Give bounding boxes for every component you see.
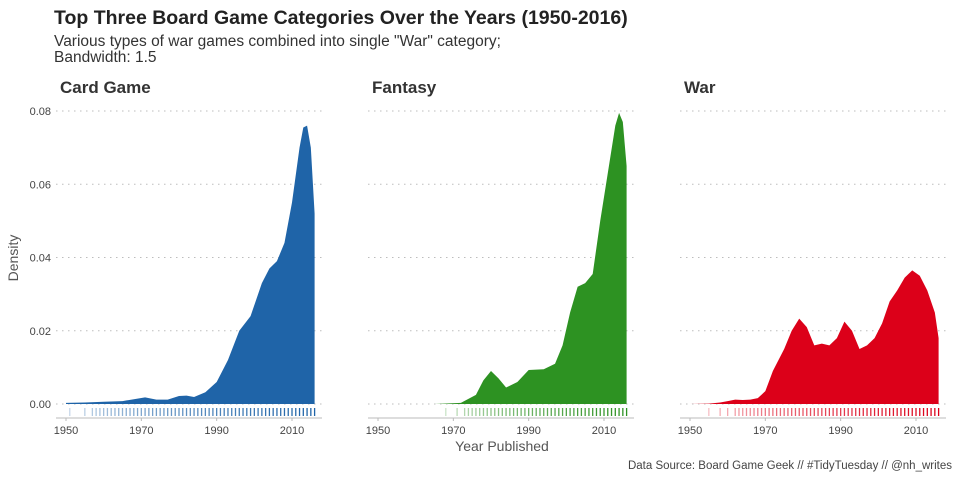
y-tick-label-0-08: 0.08 — [30, 106, 51, 118]
x-tick-label-card-game-1950: 1950 — [54, 425, 78, 437]
x-tick-label-war-1990: 1990 — [828, 425, 852, 437]
x-axis-title: Year Published — [455, 438, 549, 454]
x-tick-label-war-1950: 1950 — [678, 425, 702, 437]
facet-title-card-game: Card Game — [60, 78, 151, 97]
density-area-fantasy — [378, 112, 627, 404]
y-tick-label-0-04: 0.04 — [30, 253, 51, 265]
y-tick-label-0-02: 0.02 — [30, 326, 51, 338]
density-area-card-game — [66, 125, 315, 405]
x-tick-label-fantasy-2010: 2010 — [592, 425, 616, 437]
facet-war: War 1950 1970 1990 2010 — [678, 78, 946, 437]
x-tick-label-fantasy-1950: 1950 — [366, 425, 390, 437]
x-tick-label-card-game-1970: 1970 — [129, 425, 153, 437]
y-tick-label-0-00: 0.00 — [30, 399, 51, 411]
facet-title-war: War — [684, 78, 716, 97]
density-area-war — [690, 270, 939, 404]
x-tick-label-card-game-2010: 2010 — [280, 425, 304, 437]
facet-card-game: Card Game 1950 1970 1990 2010 0.00 0.02 0.04 0.0… — [30, 78, 322, 437]
facet-fantasy: Fantasy 1950 1970 1990 2010 — [366, 78, 634, 437]
x-tick-label-fantasy-1990: 1990 — [516, 425, 540, 437]
x-tick-label-card-game-1990: 1990 — [204, 425, 228, 437]
chart-title: Top Three Board Game Categories Over the… — [54, 7, 628, 29]
chart-subtitle-line-2: Bandwidth: 1.5 — [54, 49, 157, 66]
y-tick-label-0-06: 0.06 — [30, 179, 51, 191]
x-tick-label-fantasy-1970: 1970 — [441, 425, 465, 437]
y-axis-title: Density — [5, 235, 21, 282]
facet-panels: Card Game 1950 1970 1990 2010 0.00 0.02 0.04 0.0… — [30, 78, 946, 437]
x-tick-label-war-2010: 2010 — [904, 425, 928, 437]
x-tick-label-war-1970: 1970 — [753, 425, 777, 437]
facet-title-fantasy: Fantasy — [372, 78, 437, 97]
chart-subtitle-line-1: Various types of war games combined into… — [54, 33, 501, 50]
chart-caption: Data Source: Board Game Geek // #TidyTue… — [628, 460, 952, 472]
